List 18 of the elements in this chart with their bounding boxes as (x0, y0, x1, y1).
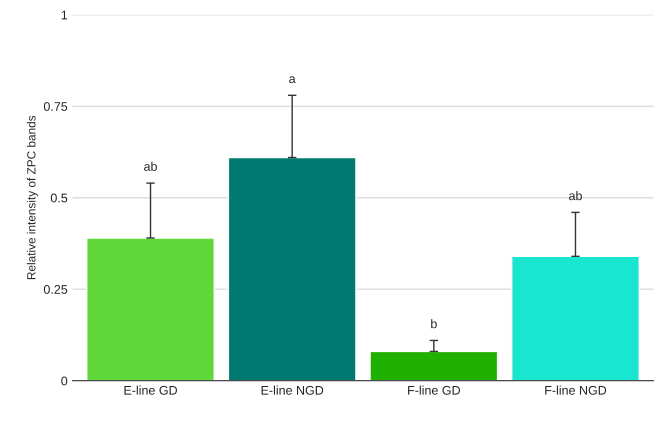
x-tick-label: E-line NGD (262, 386, 324, 395)
x-tick-label: E-line GD (124, 386, 178, 395)
bar (511, 256, 640, 381)
y-tick-label: 0.5 (50, 194, 68, 202)
annotation: ab (144, 162, 157, 171)
y-tick-label: 0 (61, 376, 68, 386)
x-tick-label: F-line NGD (545, 386, 606, 395)
annotation: a (289, 76, 296, 84)
bar (228, 156, 357, 381)
y-axis-title: Relative intensity of ZPC bands (26, 116, 38, 280)
y-tick-label: 0.25 (44, 285, 68, 294)
bar (86, 237, 215, 381)
x-tick-label: F-line GD (408, 386, 460, 395)
y-tick-label: 0.75 (44, 102, 68, 111)
annotation: ab (569, 191, 582, 200)
bar (369, 350, 498, 381)
annotation: b (431, 319, 437, 328)
y-tick-label: 1 (62, 10, 68, 20)
